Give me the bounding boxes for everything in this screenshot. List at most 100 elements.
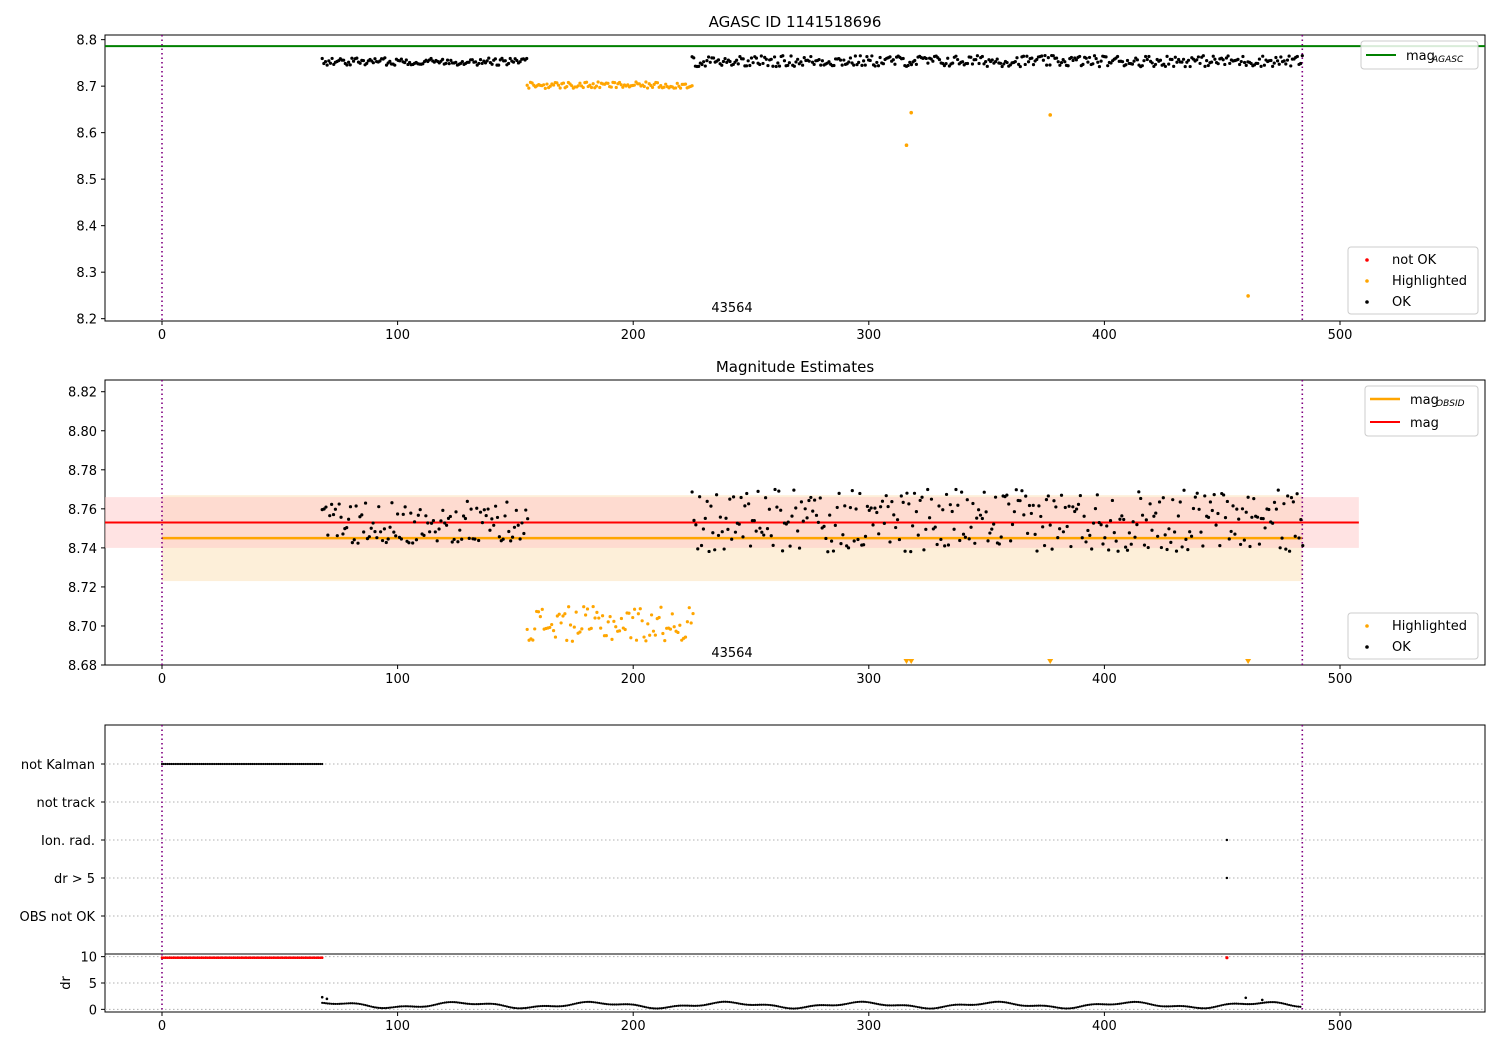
dr-point: [405, 1005, 409, 1008]
data-point: [1295, 492, 1299, 496]
dr-clipped-point: [204, 956, 207, 959]
data-point: [655, 81, 660, 85]
dr-point: [892, 1004, 895, 1007]
dr-point: [571, 1003, 574, 1006]
dr-point: [332, 1002, 335, 1005]
data-point: [485, 59, 489, 63]
dr-point: [422, 1005, 426, 1008]
legend-mag-agasc: mag AGASC: [1360, 40, 1479, 70]
data-point: [1020, 489, 1024, 493]
data-point: [809, 54, 813, 59]
data-point: [1274, 55, 1278, 60]
data-point: [426, 521, 430, 525]
data-point: [862, 543, 866, 547]
data-point: [1271, 521, 1275, 525]
data-point: [330, 56, 334, 61]
data-point: [700, 62, 704, 67]
dr-point: [854, 1001, 857, 1004]
dr-point: [871, 1001, 874, 1005]
data-point: [640, 619, 644, 623]
dr-point: [782, 1006, 786, 1009]
dr-point: [679, 1004, 682, 1007]
data-point: [1071, 58, 1075, 63]
data-point: [960, 490, 964, 494]
data-point: [728, 497, 732, 501]
dr-point: [594, 1001, 597, 1004]
data-point: [394, 534, 398, 538]
data-point: [1257, 542, 1262, 546]
dr-clipped-point: [241, 956, 245, 959]
data-point: [1180, 60, 1184, 64]
flag-point: [208, 762, 211, 766]
dr-point: [1271, 1001, 1274, 1004]
dr-point: [1101, 1003, 1104, 1006]
dr-point: [796, 1007, 799, 1010]
dr-point: [654, 1007, 657, 1010]
data-point: [1091, 62, 1095, 66]
data-point: [582, 605, 586, 609]
data-point: [377, 505, 381, 509]
dr-clipped-point: [249, 956, 252, 959]
dr-point: [1174, 1004, 1178, 1008]
data-point: [1041, 58, 1045, 62]
legend-subscript: AGASC: [1431, 55, 1464, 65]
data-point: [449, 58, 453, 62]
obsid-annotation: 43564: [711, 301, 752, 316]
data-point: [1054, 56, 1059, 60]
data-point: [1056, 535, 1060, 540]
data-point: [1069, 544, 1073, 549]
dr-point: [1063, 1007, 1066, 1010]
dr-point: [1018, 1004, 1021, 1007]
data-point: [358, 61, 362, 65]
dr-point: [845, 1002, 848, 1006]
data-point: [708, 60, 712, 64]
data-point: [870, 54, 874, 58]
dr-clipped-point: [288, 956, 292, 959]
data-point: [585, 607, 590, 611]
dr-point: [534, 1005, 537, 1008]
dr-clipped-point: [187, 956, 190, 959]
dr-point: [611, 1003, 614, 1006]
flag-label-ion-rad: Ion. rad.: [41, 834, 95, 849]
dr-point: [1022, 1004, 1025, 1007]
dr-point: [535, 1005, 539, 1008]
dr-point: [615, 1003, 618, 1006]
flag-point: [168, 762, 171, 766]
data-point: [1240, 507, 1245, 511]
data-point: [1231, 504, 1235, 508]
data-point: [924, 56, 928, 61]
y-tick-label: 8.3: [76, 266, 97, 281]
data-point: [1269, 58, 1273, 63]
data-point: [490, 62, 494, 66]
dr-point: [977, 1003, 980, 1006]
dr-point: [1246, 1003, 1249, 1006]
dr-point: [681, 1004, 684, 1007]
data-point: [1091, 521, 1096, 525]
dr-clipped-point: [320, 956, 324, 959]
data-point: [769, 534, 773, 538]
dr-point: [867, 1001, 870, 1004]
dr-point: [805, 1005, 808, 1008]
y-tick-label: 8.8: [76, 34, 97, 49]
data-point: [906, 63, 910, 68]
dr-clipped-point: [181, 956, 185, 959]
data-point: [409, 511, 413, 515]
data-point: [1252, 497, 1256, 501]
data-point: [927, 516, 932, 520]
data-point: [881, 62, 886, 66]
data-point: [1095, 493, 1099, 497]
dr-point: [360, 1003, 363, 1006]
dr-point: [884, 1004, 887, 1007]
dr-clipped-point: [215, 956, 218, 959]
data-point: [772, 55, 777, 59]
data-point: [501, 537, 505, 541]
dr-point: [905, 1004, 908, 1007]
data-point: [748, 63, 752, 68]
dr-point: [1265, 1001, 1268, 1004]
data-point: [909, 63, 914, 67]
dr-point: [1225, 1003, 1229, 1006]
flag-point: [172, 762, 175, 766]
data-point: [362, 530, 366, 534]
data-point: [525, 56, 529, 61]
data-point: [818, 496, 822, 500]
